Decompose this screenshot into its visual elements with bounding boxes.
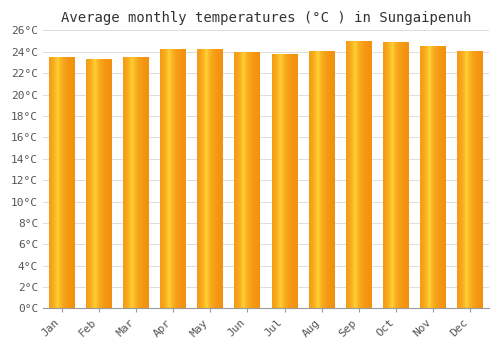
Title: Average monthly temperatures (°C ) in Sungaipenuh: Average monthly temperatures (°C ) in Su…	[60, 11, 471, 25]
